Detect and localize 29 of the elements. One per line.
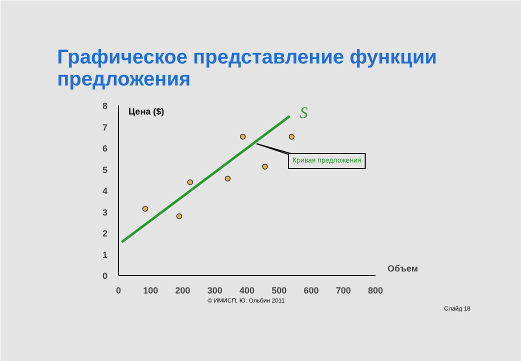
y-tick-label: 7 [102, 122, 108, 132]
x-tick-label: 500 [272, 286, 287, 296]
x-tick-label: 0 [116, 286, 122, 296]
x-tick-label: 200 [175, 286, 190, 296]
point [224, 176, 231, 182]
y-tick-label: 5 [102, 164, 108, 175]
x-tick-label: 700 [336, 286, 351, 296]
point [142, 206, 148, 212]
x-tick-label: 300 [207, 286, 222, 296]
x-tick-label: 800 [368, 286, 384, 296]
point [262, 164, 268, 170]
y-tick-label: 2 [102, 228, 108, 238]
y-tick-label: 4 [102, 186, 108, 196]
x-tick-label: 100 [143, 286, 158, 296]
point [288, 134, 295, 140]
point [240, 134, 246, 140]
point [187, 179, 194, 186]
y-tick-label: 3 [102, 207, 108, 218]
y-tick-label: 6 [102, 144, 108, 154]
x-axis-title: Объем [388, 264, 418, 274]
y-tick-label: 1 [102, 250, 108, 260]
point [176, 213, 182, 220]
y-tick-label: 0 [102, 271, 108, 281]
y-axis-title: Цена ($) [128, 106, 164, 116]
y-tick-label: 8 [102, 101, 108, 111]
x-tick-label: 400 [239, 286, 255, 296]
series-label: S [300, 105, 308, 122]
x-tick-label: 600 [304, 286, 319, 296]
chart-title: Графическое представление функции предложения [57, 46, 437, 90]
